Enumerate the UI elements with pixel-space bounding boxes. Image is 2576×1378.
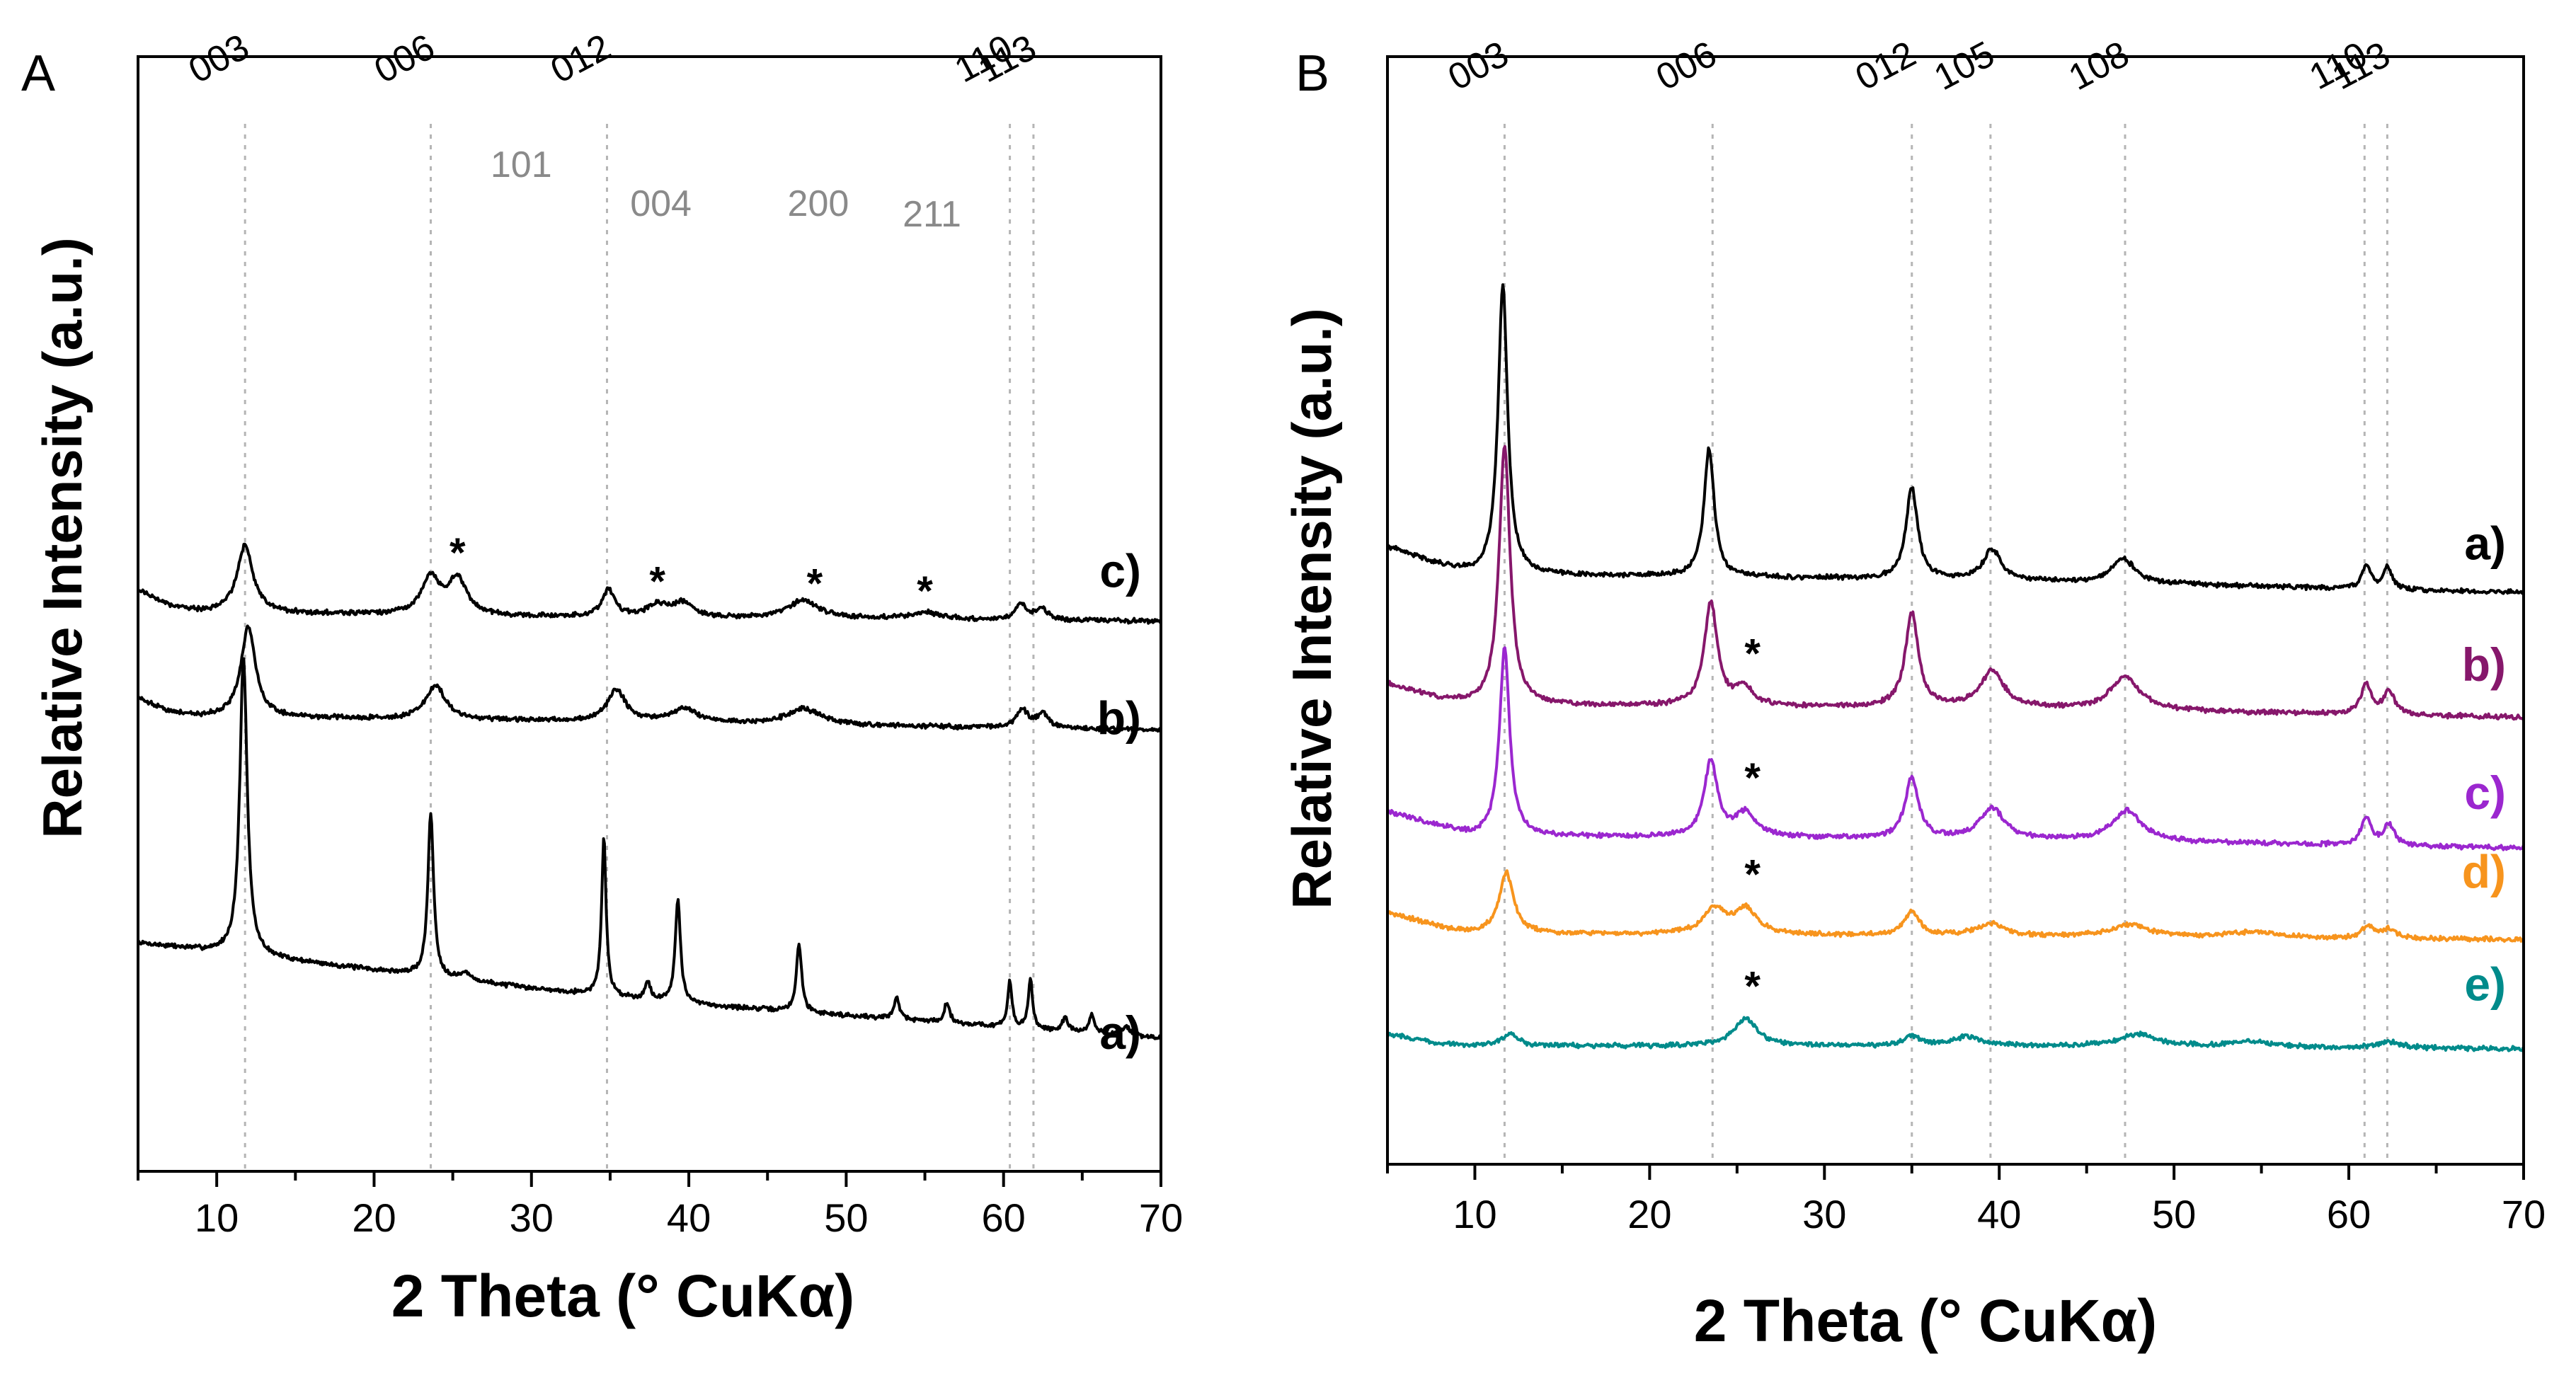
panel-b-series-labels: a) b) c) d) e) (2462, 517, 2506, 1010)
impurity-star-series-e: * (1744, 963, 1761, 1009)
hkl-label-006: 006 (1649, 33, 1723, 98)
impurity-star-101: * (450, 530, 466, 576)
panel-b-plot-frame (1386, 55, 2525, 1166)
panel-a-xlabel: 2 Theta (° CuKα) (391, 1263, 855, 1329)
panel-a-series-labels: a) b) c) (1097, 544, 1141, 1059)
impurity-label-200: 200 (788, 183, 849, 224)
series-a-line (1387, 283, 2525, 595)
series-e-line (1386, 1016, 2525, 1052)
impurity-label-004: 004 (630, 183, 692, 224)
series-c-line (137, 542, 1162, 625)
x-tick-label-30: 30 (510, 1195, 554, 1240)
impurity-star-series-b: * (1744, 631, 1761, 677)
panel-b-x-ticks: 10 20 30 40 50 60 70 (1386, 1164, 2546, 1236)
x-tick-label-50: 50 (2152, 1192, 2196, 1236)
panel-b: B Relative Intensity (a.u.) 2 Theta (° C… (1281, 33, 2546, 1354)
impurity-star-004: * (649, 558, 665, 604)
panel-a: A Relative Intensity (a.u.) 2 Theta (° C… (21, 26, 1183, 1329)
panel-a-ylabel: Relative Intensity (a.u.) (31, 237, 93, 839)
x-tick-label-40: 40 (667, 1195, 711, 1240)
panel-b-letter: B (1295, 45, 1329, 102)
x-tick-label-30: 30 (1802, 1192, 1846, 1236)
panel-b-xlabel: 2 Theta (° CuKα) (1694, 1287, 2158, 1354)
impurity-label-101: 101 (491, 144, 552, 185)
panel-b-impurity-labels: * * * * (1744, 631, 1761, 1009)
hkl-label-012: 012 (1849, 33, 1923, 98)
x-tick-label-10: 10 (1453, 1192, 1496, 1236)
x-tick-label-20: 20 (352, 1195, 396, 1240)
panel-a-letter: A (21, 45, 55, 102)
hkl-label-105: 105 (1928, 33, 2001, 98)
x-tick-label-50: 50 (824, 1195, 868, 1240)
panel-a-impurity-labels: * 101 * 004 * 200 * 211 (450, 144, 961, 614)
panel-b-series (1386, 283, 2525, 1052)
impurity-star-series-c: * (1744, 755, 1761, 801)
series-b-line (137, 624, 1162, 733)
series-label-c: c) (2464, 766, 2506, 819)
impurity-star-200: * (807, 561, 823, 607)
series-d-line (1386, 869, 2525, 943)
hkl-label-003: 003 (1442, 33, 1516, 98)
panel-a-series (137, 542, 1162, 1040)
panel-b-y-axis-title: Relative Intensity (a.u.) (1281, 308, 1343, 909)
impurity-star-211: * (917, 568, 933, 614)
series-label-a: a) (2464, 517, 2506, 569)
x-tick-label-70: 70 (2502, 1192, 2546, 1236)
x-tick-label-60: 60 (2327, 1192, 2371, 1236)
panel-a-axes (137, 55, 1162, 1173)
series-label-b: b) (1097, 691, 1141, 744)
panel-b-axes (1386, 55, 2525, 1166)
series-b-line (1386, 444, 2524, 721)
x-tick-label-10: 10 (195, 1195, 239, 1240)
hkl-label-006: 006 (368, 26, 442, 91)
series-label-e: e) (2464, 958, 2506, 1011)
hkl-label-003: 003 (182, 26, 256, 91)
series-label-c: c) (1099, 544, 1141, 597)
panel-a-plot-frame (137, 55, 1162, 1173)
series-c-line (1387, 646, 2525, 851)
panel-a-y-axis-title: Relative Intensity (a.u.) (31, 237, 93, 839)
hkl-label-012: 012 (544, 26, 618, 91)
panel-b-reflection-lines (1503, 124, 2388, 1164)
panel-a-reflection-lines (244, 124, 1035, 1171)
impurity-star-series-d: * (1744, 852, 1761, 898)
series-label-a: a) (1099, 1006, 1141, 1059)
x-tick-label-70: 70 (1139, 1195, 1183, 1240)
impurity-label-211: 211 (903, 194, 961, 235)
hkl-label-108: 108 (2062, 33, 2136, 98)
x-tick-label-40: 40 (1977, 1192, 2021, 1236)
panel-b-ylabel: Relative Intensity (a.u.) (1281, 308, 1343, 909)
x-tick-label-60: 60 (982, 1195, 1026, 1240)
series-label-d: d) (2462, 846, 2506, 898)
series-a-line (137, 657, 1162, 1040)
series-label-b: b) (2462, 638, 2506, 691)
panel-a-x-ticks: 10 20 30 40 50 60 70 (137, 1171, 1183, 1240)
x-tick-label-20: 20 (1627, 1192, 1671, 1236)
